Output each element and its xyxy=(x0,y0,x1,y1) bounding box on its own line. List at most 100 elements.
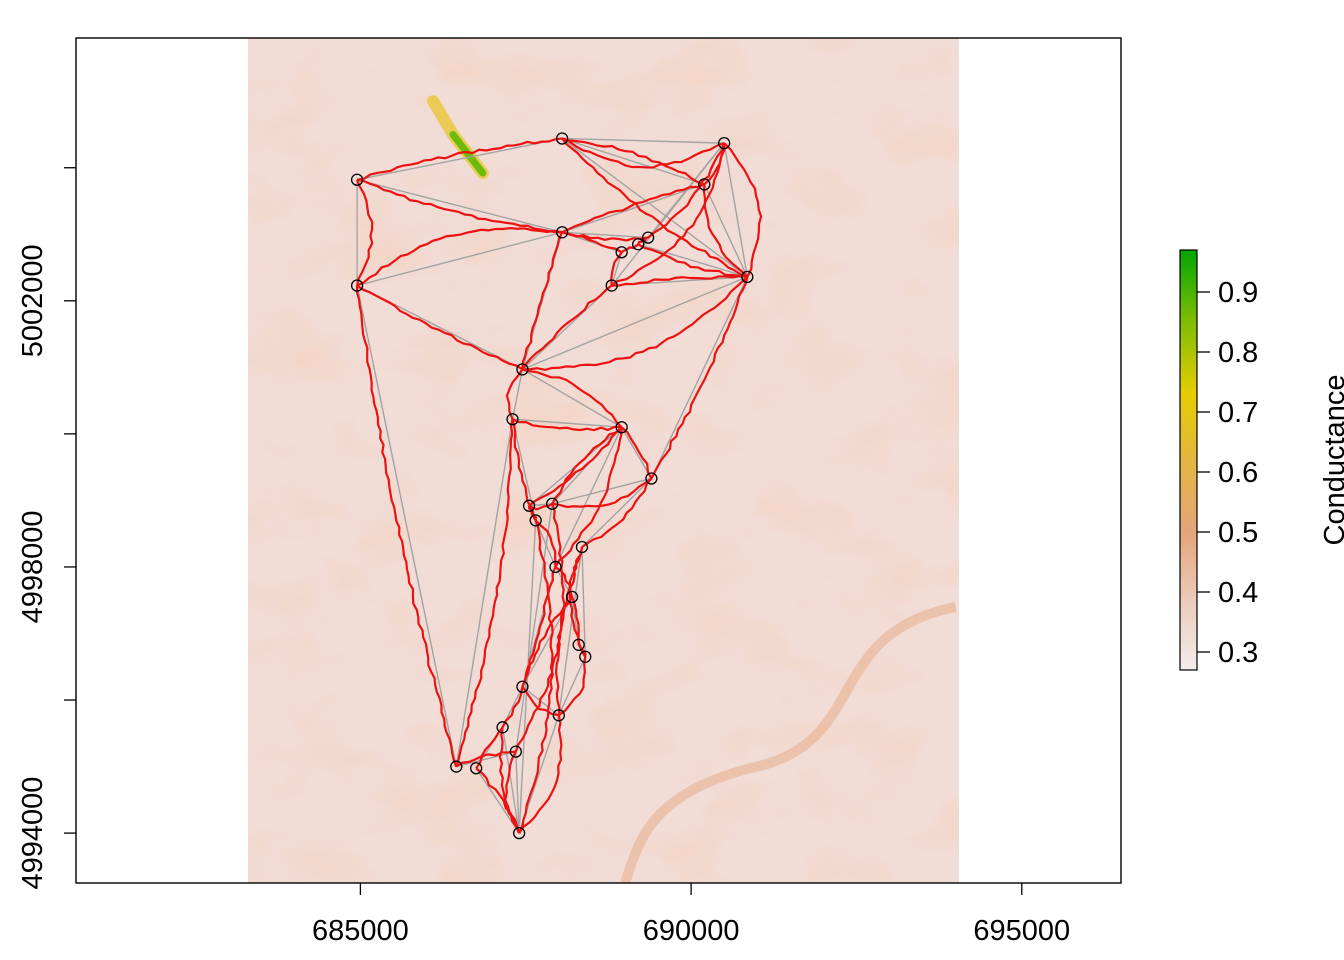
least-cost-path xyxy=(522,276,749,371)
least-cost-path xyxy=(518,715,563,834)
straight-link xyxy=(562,231,649,239)
raster-ridge xyxy=(620,601,957,883)
least-cost-path xyxy=(522,368,623,429)
least-cost-path xyxy=(521,284,613,370)
sample-point xyxy=(741,270,754,284)
legend-tick-label: 0.7 xyxy=(1218,397,1258,429)
straight-link xyxy=(515,751,520,834)
sample-point xyxy=(509,745,522,758)
legend-tick-label: 0.6 xyxy=(1218,457,1258,489)
legend-tick-label: 0.8 xyxy=(1218,337,1258,369)
least-cost-path xyxy=(356,227,563,287)
least-cost-path xyxy=(455,750,516,768)
least-cost-path xyxy=(647,142,726,239)
x-tick-label: 685000 xyxy=(312,915,409,947)
least-cost-path xyxy=(571,596,580,645)
least-cost-path xyxy=(534,519,557,568)
least-cost-path xyxy=(475,767,521,834)
sample-point xyxy=(546,497,559,510)
least-cost-path xyxy=(521,231,564,370)
high-conductance-core xyxy=(449,130,487,177)
straight-link xyxy=(723,143,749,277)
legend-title: Conductance xyxy=(1319,375,1344,546)
straight-link xyxy=(515,503,553,752)
sample-point xyxy=(512,826,526,840)
sample-point xyxy=(718,136,731,150)
straight-link xyxy=(456,750,516,768)
least-cost-path xyxy=(511,418,537,521)
legend-tick-label: 0.5 xyxy=(1218,517,1258,549)
legend-tick-label: 0.4 xyxy=(1218,577,1258,609)
least-cost-path xyxy=(581,477,653,548)
least-cost-path xyxy=(356,137,563,181)
sample-point xyxy=(516,680,529,693)
sample-point xyxy=(496,721,509,734)
sample-point xyxy=(575,540,589,554)
straight-link xyxy=(558,546,583,716)
straight-link xyxy=(552,477,652,505)
least-cost-path xyxy=(561,137,748,278)
straight-link xyxy=(561,137,748,278)
least-cost-path xyxy=(551,426,623,505)
least-cost-path xyxy=(650,276,749,479)
straight-link xyxy=(356,137,563,181)
straight-link xyxy=(512,418,622,428)
least-cost-path xyxy=(611,274,748,287)
plot-frame xyxy=(75,37,1122,884)
sample-point xyxy=(506,413,519,426)
least-cost-path xyxy=(620,426,653,479)
least-cost-path xyxy=(561,231,623,254)
sample-point xyxy=(549,560,562,574)
straight-link xyxy=(522,368,623,428)
sample-point xyxy=(350,279,364,292)
legend-tick-label: 0.9 xyxy=(1218,277,1258,309)
least-cost-path xyxy=(455,419,514,767)
least-cost-path xyxy=(521,566,557,688)
straight-link xyxy=(621,426,653,479)
straight-link xyxy=(562,137,725,144)
sample-point xyxy=(552,709,565,722)
sample-points xyxy=(350,132,754,840)
conductance-legend: 0.3 0.4 0.5 0.6 0.7 0.8 0.9 Conductance xyxy=(1179,249,1344,671)
least-cost-path xyxy=(356,179,374,286)
least-cost-path xyxy=(561,137,725,169)
sample-point xyxy=(615,246,628,259)
least-cost-path xyxy=(552,477,653,509)
least-cost-path xyxy=(356,178,563,234)
least-cost-path xyxy=(723,142,763,278)
x-tick-label: 690000 xyxy=(643,915,740,947)
y-tick-label: 4994000 xyxy=(17,777,49,890)
least-cost-path xyxy=(475,726,504,769)
y-tick-label: 4998000 xyxy=(17,511,49,624)
least-cost-path xyxy=(561,183,705,234)
least-cost-path xyxy=(621,243,639,254)
least-cost-path xyxy=(561,137,705,186)
sample-point xyxy=(529,514,542,527)
straight-link xyxy=(703,184,748,278)
straight-link xyxy=(558,656,586,716)
straight-link xyxy=(501,727,520,834)
straight-link xyxy=(637,243,748,278)
straight-link xyxy=(356,231,563,287)
straight-link xyxy=(561,137,705,186)
least-cost-path xyxy=(527,505,538,521)
least-cost-path xyxy=(518,520,554,834)
straight-link xyxy=(581,477,652,548)
axes: 685000 690000 695000 4994000 4998000 5002000 xyxy=(17,167,1070,947)
sample-point xyxy=(565,590,579,604)
sample-point xyxy=(615,421,628,434)
sample-point xyxy=(572,638,585,651)
straight-link xyxy=(650,276,748,479)
sample-point xyxy=(469,762,483,775)
legend-ticks: 0.3 0.4 0.5 0.6 0.7 0.8 0.9 xyxy=(1197,277,1258,669)
straight-link xyxy=(581,546,586,657)
sample-point xyxy=(516,363,529,376)
sample-point xyxy=(698,178,711,191)
sample-point xyxy=(579,650,592,663)
least-cost-path xyxy=(505,368,524,420)
least-cost-path xyxy=(611,142,726,287)
straight-link xyxy=(647,142,725,239)
legend-color-bar xyxy=(1179,249,1198,671)
legend-tick-label: 0.3 xyxy=(1218,637,1258,669)
straight-link xyxy=(511,369,524,420)
